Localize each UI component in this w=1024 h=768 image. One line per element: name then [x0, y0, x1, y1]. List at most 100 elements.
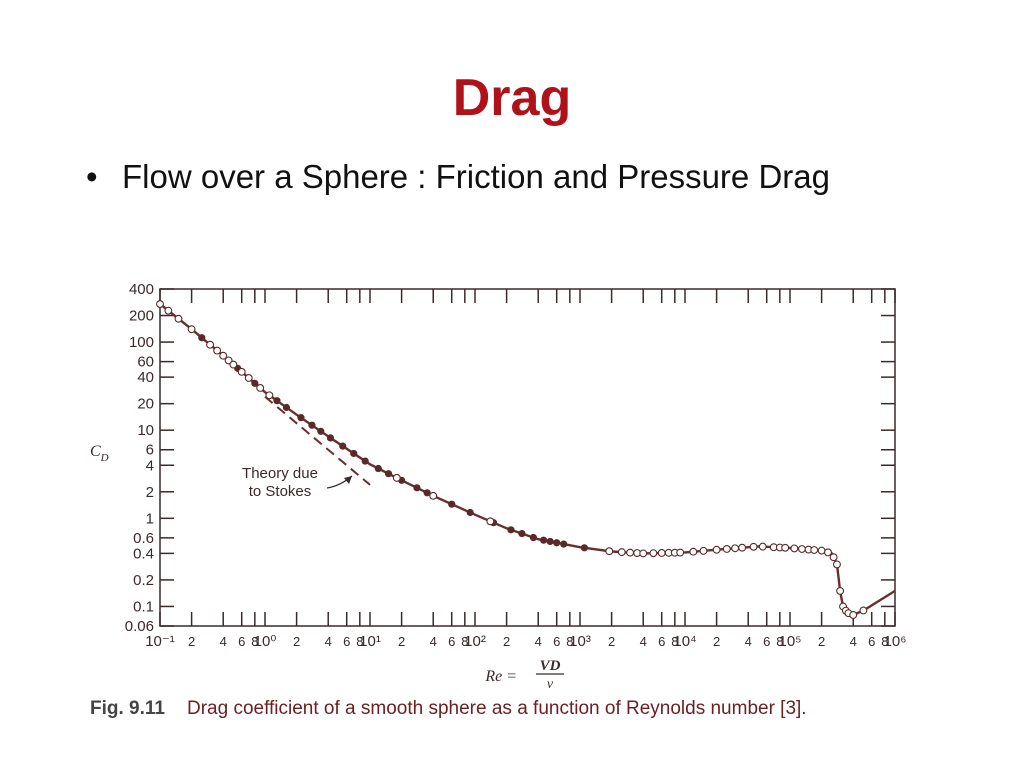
data-point-open: [429, 491, 438, 500]
data-point-open: [224, 356, 233, 365]
data-point-filled: [350, 449, 358, 458]
x-tick-label: 6: [238, 634, 245, 649]
data-point-filled: [546, 537, 554, 546]
y-tick-label: 4: [146, 457, 154, 474]
y-tick-label: 2: [146, 484, 154, 501]
x-tick-label: 2: [818, 634, 825, 649]
data-point-filled: [413, 484, 421, 492]
data-point-open: [256, 384, 265, 392]
data-point-open: [859, 606, 868, 615]
slide-title: Drag: [452, 69, 572, 127]
data-point-open: [206, 340, 215, 349]
x-axis-label-numerator: VD: [540, 658, 561, 674]
x-tick-label: 6: [343, 634, 350, 649]
x-tick-label: 10⁰: [254, 633, 277, 650]
data-point-filled: [308, 421, 316, 429]
x-tick-label: 8: [251, 634, 258, 649]
data-point-open: [798, 545, 806, 553]
x-tick-label: 4: [325, 634, 332, 649]
data-point-filled: [361, 457, 369, 465]
x-tick-label: 10⁶: [884, 633, 907, 650]
data-point-filled: [507, 526, 515, 534]
data-point-filled: [529, 533, 538, 542]
data-point-open: [810, 546, 819, 554]
y-tick-label: 10: [137, 422, 154, 439]
y-tick-label: 6: [146, 442, 154, 459]
x-tick-label: 8: [566, 634, 573, 649]
y-tick-label: 40: [137, 369, 154, 386]
y-tick-label: 0.4: [133, 545, 154, 562]
x-tick-label: 10³: [569, 633, 591, 650]
data-point-open: [639, 549, 648, 558]
data-point-open: [712, 545, 721, 554]
annotation-line-2: to Stokes: [249, 483, 312, 500]
data-point-filled: [580, 544, 588, 552]
data-point-open: [731, 544, 740, 553]
data-point-open: [849, 611, 858, 619]
x-tick-label: 8: [356, 634, 363, 649]
data-point-filled: [198, 334, 206, 342]
data-point-filled: [423, 489, 431, 497]
x-tick-label: 2: [608, 634, 615, 649]
data-point-open: [781, 543, 790, 552]
y-tick-label: 100: [129, 334, 154, 351]
data-point-open: [657, 549, 666, 557]
data-point-filled: [384, 470, 393, 478]
data-point-filled: [448, 500, 456, 508]
x-tick-label: 4: [220, 634, 227, 649]
x-tick-label: 10⁴: [673, 633, 696, 650]
y-tick-label: 0.1: [133, 598, 154, 615]
data-point-open: [187, 325, 196, 334]
x-axis-label: Re =: [484, 668, 517, 685]
data-point-open: [219, 351, 228, 360]
figure-label: Fig. 9.11: [90, 698, 165, 719]
data-point-open: [790, 544, 799, 553]
data-point-open: [699, 546, 708, 555]
data-point-open: [174, 314, 183, 323]
caption-text: Drag coefficient of a smooth sphere as a…: [186, 698, 807, 719]
data-point-open: [676, 548, 685, 557]
bullet-text: Flow over a Sphere : Friction and Pressu…: [122, 158, 830, 195]
figure-caption: Fig. 9.11 Drag coefficient of a smooth sp…: [90, 698, 807, 720]
y-tick-label: 0.6: [133, 530, 154, 547]
data-point-filled: [374, 464, 382, 473]
data-point-filled: [539, 536, 548, 544]
data-point-open: [265, 391, 274, 400]
y-tick-label: 20: [137, 396, 154, 413]
data-point-filled: [553, 539, 561, 547]
x-tick-label: 4: [430, 634, 437, 649]
data-point-open: [649, 549, 658, 558]
x-tick-label: 6: [763, 634, 770, 649]
data-point-filled: [339, 442, 347, 450]
x-tick-label: 4: [535, 634, 542, 649]
data-point-open: [749, 542, 758, 551]
data-point-open: [605, 547, 614, 556]
data-point-filled: [282, 403, 291, 412]
x-tick-label: 4: [850, 634, 857, 649]
y-axis-label: CD: [90, 443, 109, 464]
x-tick-label: 8: [461, 634, 468, 649]
bullet-dot-icon: •: [86, 158, 98, 195]
data-point-open: [817, 546, 826, 555]
annotation-line-1: Theory due: [242, 465, 318, 482]
x-tick-label: 6: [448, 634, 455, 649]
x-tick-label: 4: [745, 634, 752, 649]
data-point-open: [164, 306, 173, 315]
y-tick-label: 400: [129, 281, 154, 298]
x-tick-label: 2: [503, 634, 510, 649]
x-tick-label: 6: [868, 634, 875, 649]
data-point-open: [829, 553, 838, 562]
x-tick-label: 6: [658, 634, 665, 649]
data-point-open: [824, 548, 832, 557]
bullet-item: • Flow over a Sphere : Friction and Press…: [86, 158, 830, 196]
data-point-open: [758, 542, 767, 551]
plot-frame: [159, 288, 896, 627]
data-point-open: [486, 517, 495, 526]
x-axis-label-denominator: ν: [547, 677, 554, 692]
y-tick-label: 0.06: [125, 618, 154, 635]
data-point-open: [237, 367, 246, 376]
x-tick-label: 6: [553, 634, 560, 649]
x-tick-label: 8: [776, 634, 783, 649]
x-tick-label: 10¹: [359, 633, 381, 650]
